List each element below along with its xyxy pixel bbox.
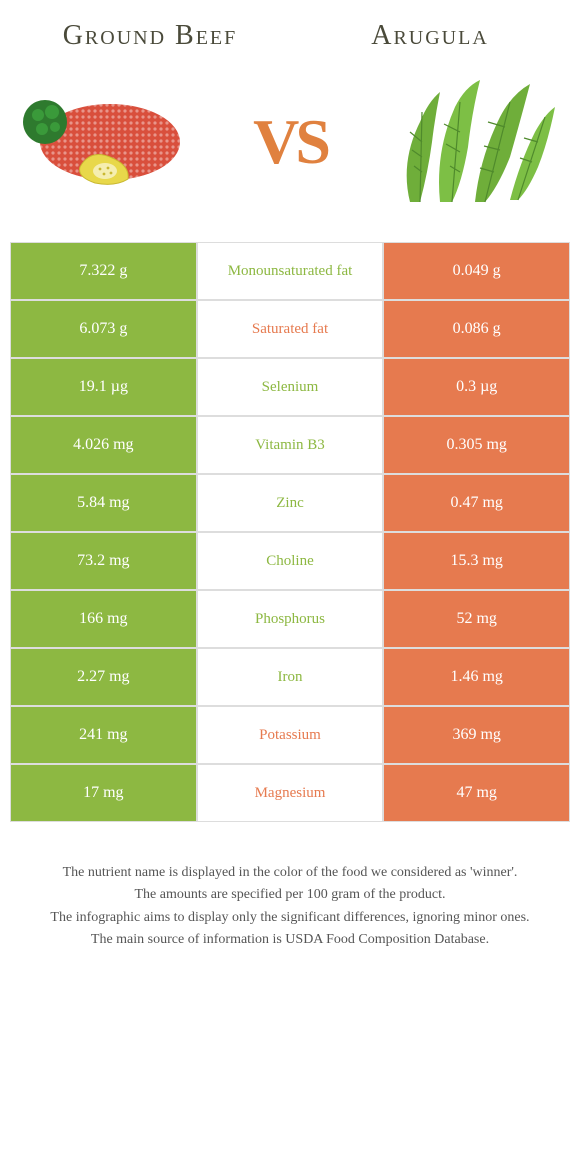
cell-nutrient-name: Choline [197, 532, 384, 590]
table-row: 19.1 µgSelenium0.3 µg [10, 358, 570, 416]
cell-right-value: 0.305 mg [383, 416, 570, 474]
cell-left-value: 4.026 mg [10, 416, 197, 474]
cell-nutrient-name: Selenium [197, 358, 384, 416]
cell-left-value: 241 mg [10, 706, 197, 764]
cell-right-value: 369 mg [383, 706, 570, 764]
header: Ground Beef Arugula [0, 0, 580, 62]
table-row: 4.026 mgVitamin B30.305 mg [10, 416, 570, 474]
cell-right-value: 52 mg [383, 590, 570, 648]
nutrient-table: 7.322 gMonounsaturated fat0.049 g6.073 g… [10, 242, 570, 822]
vs-row: VS [0, 62, 580, 242]
cell-nutrient-name: Magnesium [197, 764, 384, 822]
cell-right-value: 0.086 g [383, 300, 570, 358]
table-row: 17 mgMagnesium47 mg [10, 764, 570, 822]
cell-right-value: 47 mg [383, 764, 570, 822]
footer-line: The main source of information is USDA F… [30, 929, 550, 951]
vs-label: VS [253, 105, 327, 179]
food-image-right [380, 72, 560, 212]
cell-left-value: 17 mg [10, 764, 197, 822]
cell-right-value: 0.3 µg [383, 358, 570, 416]
cell-nutrient-name: Iron [197, 648, 384, 706]
table-row: 5.84 mgZinc0.47 mg [10, 474, 570, 532]
cell-nutrient-name: Monounsaturated fat [197, 242, 384, 300]
cell-left-value: 73.2 mg [10, 532, 197, 590]
cell-left-value: 5.84 mg [10, 474, 197, 532]
cell-nutrient-name: Potassium [197, 706, 384, 764]
cell-right-value: 1.46 mg [383, 648, 570, 706]
footer-line: The amounts are specified per 100 gram o… [30, 884, 550, 906]
cell-right-value: 0.47 mg [383, 474, 570, 532]
cell-nutrient-name: Zinc [197, 474, 384, 532]
cell-nutrient-name: Vitamin B3 [197, 416, 384, 474]
food-title-left: Ground Beef [50, 20, 250, 52]
food-title-right: Arugula [330, 20, 530, 52]
table-row: 6.073 gSaturated fat0.086 g [10, 300, 570, 358]
food-image-left [20, 72, 200, 212]
footer-line: The infographic aims to display only the… [30, 907, 550, 929]
cell-left-value: 2.27 mg [10, 648, 197, 706]
table-row: 7.322 gMonounsaturated fat0.049 g [10, 242, 570, 300]
table-row: 73.2 mgCholine15.3 mg [10, 532, 570, 590]
cell-left-value: 166 mg [10, 590, 197, 648]
footer: The nutrient name is displayed in the co… [0, 822, 580, 972]
cell-left-value: 19.1 µg [10, 358, 197, 416]
cell-nutrient-name: Phosphorus [197, 590, 384, 648]
cell-right-value: 15.3 mg [383, 532, 570, 590]
footer-line: The nutrient name is displayed in the co… [30, 862, 550, 884]
table-row: 241 mgPotassium369 mg [10, 706, 570, 764]
arugula-icon [380, 72, 560, 212]
ground-beef-icon [20, 72, 200, 212]
cell-nutrient-name: Saturated fat [197, 300, 384, 358]
table-row: 166 mgPhosphorus52 mg [10, 590, 570, 648]
cell-right-value: 0.049 g [383, 242, 570, 300]
cell-left-value: 6.073 g [10, 300, 197, 358]
table-row: 2.27 mgIron1.46 mg [10, 648, 570, 706]
cell-left-value: 7.322 g [10, 242, 197, 300]
